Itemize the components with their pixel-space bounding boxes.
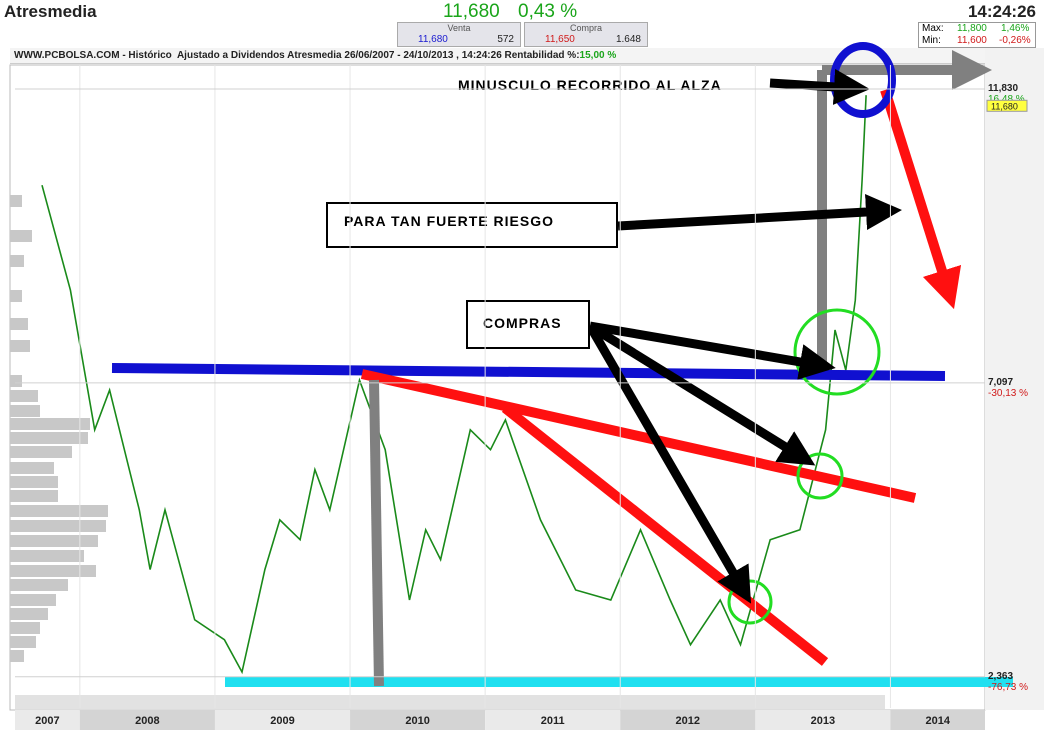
year-band bbox=[755, 710, 891, 730]
pointer-arrow bbox=[586, 323, 752, 604]
compra-qty: 1.648 bbox=[615, 34, 641, 45]
price-axis-panel bbox=[985, 48, 1044, 710]
year-band bbox=[485, 710, 621, 730]
buy-circle bbox=[796, 452, 844, 500]
annotation-box bbox=[466, 300, 590, 349]
x-tick-label: 2014 bbox=[925, 715, 950, 727]
range-line bbox=[369, 379, 384, 687]
title-bar: Atresmedia 11,680 0,43 % Venta 11,680 57… bbox=[0, 0, 1044, 48]
chart-header: WWW.PCBOLSA.COM - Histórico Ajustado a D… bbox=[10, 48, 985, 64]
max-min-box: Max: 11,800 1,46% Min: 11,600 -0,26% bbox=[918, 22, 1036, 48]
annotation-box bbox=[326, 202, 618, 248]
y-tick-pct: -76,73 % bbox=[988, 682, 1028, 693]
year-band bbox=[214, 710, 351, 730]
last-price: 11,680 bbox=[443, 1, 500, 22]
year-band bbox=[79, 710, 215, 730]
pointer-arrow bbox=[589, 321, 836, 380]
pointer-arrow bbox=[769, 68, 870, 105]
buy-circle bbox=[793, 308, 881, 396]
pointer-arrow bbox=[587, 322, 816, 466]
trend-line bbox=[360, 369, 917, 503]
max-value: 11,800 bbox=[957, 23, 987, 34]
x-tick-label: 2009 bbox=[270, 715, 294, 727]
x-tick-label: 2008 bbox=[135, 715, 159, 727]
min-label: Min: bbox=[922, 35, 941, 46]
year-band bbox=[15, 710, 80, 730]
annotation-text: MINUSCULO RECORRIDO AL ALZA bbox=[458, 77, 722, 93]
window-title: Atresmedia bbox=[4, 2, 97, 21]
year-band bbox=[620, 710, 756, 730]
year-band bbox=[890, 710, 985, 730]
plot-area bbox=[9, 64, 986, 711]
x-tick-label: 2012 bbox=[676, 715, 700, 727]
annotation-text: COMPRAS bbox=[483, 315, 562, 331]
y-tick-pct: 16,48 % bbox=[988, 94, 1025, 105]
venta-qty: 572 bbox=[497, 34, 514, 45]
header-text: WWW.PCBOLSA.COM - Histórico Ajustado a D… bbox=[14, 50, 580, 61]
y-tick-pct: -30,13 % bbox=[988, 388, 1028, 399]
volume-strip bbox=[15, 695, 885, 709]
min-value: 11,600 bbox=[957, 35, 987, 46]
annotation-text: PARA TAN FUERTE RIESGO bbox=[344, 213, 554, 229]
annotations bbox=[111, 42, 1013, 687]
x-tick-label: 2007 bbox=[35, 715, 59, 727]
compra-label: Compra bbox=[569, 23, 602, 33]
price-line bbox=[41, 95, 867, 675]
down-arrow bbox=[880, 88, 962, 310]
compra-box: Compra 11,650 1.648 bbox=[524, 22, 648, 47]
volume-profile bbox=[10, 195, 108, 662]
price-change: 0,43 % bbox=[518, 1, 578, 22]
min-pct: -0,26% bbox=[999, 35, 1031, 46]
x-tick-label: 2010 bbox=[405, 715, 429, 727]
venta-label: Venta bbox=[447, 23, 471, 33]
last-price-label: 11,680 bbox=[991, 101, 1018, 111]
compra-price: 11,650 bbox=[545, 34, 575, 45]
y-tick-label: 11,830 bbox=[988, 83, 1018, 94]
last-price-tag bbox=[986, 99, 1028, 112]
max-label: Max: bbox=[922, 23, 944, 34]
x-tick-label: 2013 bbox=[811, 715, 835, 727]
y-tick-label: 2,363 bbox=[988, 671, 1013, 682]
x-tick-label: 2011 bbox=[541, 715, 565, 727]
header-return: 15,00 % bbox=[579, 50, 617, 61]
max-pct: 1,46% bbox=[1001, 23, 1030, 34]
pointer-arrow bbox=[617, 194, 902, 231]
clock: 14:24:26 bbox=[967, 2, 1036, 21]
y-tick-label: 7,097 bbox=[988, 377, 1013, 388]
venta-box: Venta 11,680 572 bbox=[397, 22, 521, 47]
venta-price: 11,680 bbox=[418, 34, 448, 45]
trend-line bbox=[501, 404, 829, 666]
year-band bbox=[350, 710, 486, 730]
